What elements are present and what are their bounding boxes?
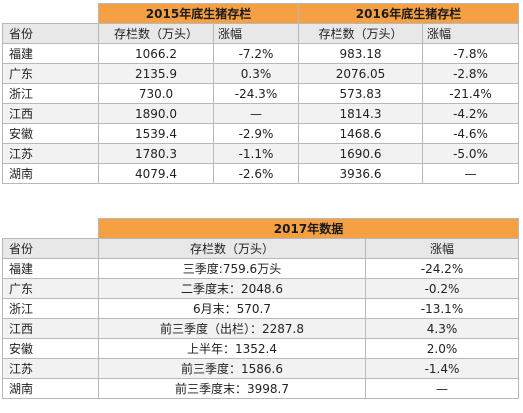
stock-2016-cell: 2076.05 bbox=[298, 63, 423, 84]
change-2015-cell: -24.3% bbox=[213, 83, 299, 104]
table-row: 福建 三季度:759.6万头 -24.2% bbox=[2, 258, 519, 279]
change-2016-cell: — bbox=[422, 163, 519, 184]
table-row: 浙江 730.0 -24.3% 573.83 -21.4% bbox=[2, 83, 519, 104]
table-row: 江苏 前三季度：1586.6 -1.4% bbox=[2, 358, 519, 379]
title-2016: 2016年底生猪存栏 bbox=[298, 3, 519, 24]
stock-2015-cell: 2135.9 bbox=[98, 63, 214, 84]
col-stock-2016: 存栏数（万头） bbox=[298, 23, 423, 44]
stock-2017-cell: 二季度末：2048.6 bbox=[98, 278, 366, 299]
table2-title-row: 2017年数据 bbox=[2, 218, 519, 239]
col-province: 省份 bbox=[2, 238, 99, 259]
table-row: 江苏 1780.3 -1.1% 1690.6 -5.0% bbox=[2, 143, 519, 164]
table1-header-row: 省份 存栏数（万头） 涨幅 存栏数（万头） 涨幅 bbox=[2, 23, 519, 44]
table-row: 安徽 1539.4 -2.9% 1468.6 -4.6% bbox=[2, 123, 519, 144]
change-2016-cell: -5.0% bbox=[422, 143, 519, 164]
change-2017-cell: -24.2% bbox=[365, 258, 519, 279]
stock-2015-cell: 1539.4 bbox=[98, 123, 214, 144]
stock-2015-cell: 1890.0 bbox=[98, 103, 214, 124]
province-cell: 浙江 bbox=[2, 83, 99, 104]
province-cell: 江苏 bbox=[2, 143, 99, 164]
change-2017-cell: -0.2% bbox=[365, 278, 519, 299]
stock-table-2015-2016: 2015年底生猪存栏 2016年底生猪存栏 省份 存栏数（万头） 涨幅 存栏数（… bbox=[2, 3, 519, 184]
col-change-2015: 涨幅 bbox=[213, 23, 299, 44]
province-cell: 福建 bbox=[2, 258, 99, 279]
stock-2015-cell: 730.0 bbox=[98, 83, 214, 104]
col-stock-2015: 存栏数（万头） bbox=[98, 23, 214, 44]
stock-2016-cell: 983.18 bbox=[298, 43, 423, 64]
change-2015-cell: — bbox=[213, 103, 299, 124]
stock-2015-cell: 1066.2 bbox=[98, 43, 214, 64]
stock-2016-cell: 573.83 bbox=[298, 83, 423, 104]
change-2017-cell: -1.4% bbox=[365, 358, 519, 379]
stock-2017-cell: 前三季度末：3998.7 bbox=[98, 378, 366, 399]
col-change-2017: 涨幅 bbox=[365, 238, 519, 259]
col-province: 省份 bbox=[2, 23, 99, 44]
change-2017-cell: — bbox=[365, 378, 519, 399]
stock-2017-cell: 前三季度：1586.6 bbox=[98, 358, 366, 379]
table-row: 安徽 上半年：1352.4 2.0% bbox=[2, 338, 519, 359]
stock-2016-cell: 1690.6 bbox=[298, 143, 423, 164]
province-cell: 浙江 bbox=[2, 298, 99, 319]
province-cell: 湖南 bbox=[2, 378, 99, 399]
table2-header-row: 省份 存栏数（万头） 涨幅 bbox=[2, 238, 519, 259]
province-cell: 福建 bbox=[2, 43, 99, 64]
change-2015-cell: -7.2% bbox=[213, 43, 299, 64]
stock-2016-cell: 1468.6 bbox=[298, 123, 423, 144]
province-cell: 广东 bbox=[2, 278, 99, 299]
stock-table-2017: 2017年数据 省份 存栏数（万头） 涨幅 福建 三季度:759.6万头 -24… bbox=[2, 218, 519, 399]
province-cell: 江西 bbox=[2, 318, 99, 339]
change-2016-cell: -21.4% bbox=[422, 83, 519, 104]
table-row: 湖南 4079.4 -2.6% 3936.6 — bbox=[2, 163, 519, 184]
province-cell: 广东 bbox=[2, 63, 99, 84]
table-row: 广东 二季度末：2048.6 -0.2% bbox=[2, 278, 519, 299]
province-cell: 安徽 bbox=[2, 338, 99, 359]
change-2017-cell: 4.3% bbox=[365, 318, 519, 339]
stock-2017-cell: 6月末：570.7 bbox=[98, 298, 366, 319]
change-2016-cell: -7.8% bbox=[422, 43, 519, 64]
change-2015-cell: -2.9% bbox=[213, 123, 299, 144]
table-row: 浙江 6月末：570.7 -13.1% bbox=[2, 298, 519, 319]
change-2017-cell: 2.0% bbox=[365, 338, 519, 359]
col-stock-2017: 存栏数（万头） bbox=[98, 238, 366, 259]
table-row: 广东 2135.9 0.3% 2076.05 -2.8% bbox=[2, 63, 519, 84]
change-2016-cell: -4.6% bbox=[422, 123, 519, 144]
change-2015-cell: 0.3% bbox=[213, 63, 299, 84]
province-cell: 江苏 bbox=[2, 358, 99, 379]
table-row: 福建 1066.2 -7.2% 983.18 -7.8% bbox=[2, 43, 519, 64]
stock-2015-cell: 1780.3 bbox=[98, 143, 214, 164]
stock-2017-cell: 上半年：1352.4 bbox=[98, 338, 366, 359]
title-2015: 2015年底生猪存栏 bbox=[98, 3, 299, 24]
stock-2017-cell: 前三季度（出栏）：2287.8 bbox=[98, 318, 366, 339]
stock-2017-cell: 三季度:759.6万头 bbox=[98, 258, 366, 279]
table-row: 湖南 前三季度末：3998.7 — bbox=[2, 378, 519, 399]
change-2016-cell: -2.8% bbox=[422, 63, 519, 84]
table-row: 江西 前三季度（出栏）：2287.8 4.3% bbox=[2, 318, 519, 339]
province-cell: 安徽 bbox=[2, 123, 99, 144]
table1-title-row: 2015年底生猪存栏 2016年底生猪存栏 bbox=[2, 3, 519, 24]
stock-2015-cell: 4079.4 bbox=[98, 163, 214, 184]
change-2016-cell: -4.2% bbox=[422, 103, 519, 124]
change-2017-cell: -13.1% bbox=[365, 298, 519, 319]
change-2015-cell: -2.6% bbox=[213, 163, 299, 184]
province-cell: 江西 bbox=[2, 103, 99, 124]
stock-2016-cell: 1814.3 bbox=[298, 103, 423, 124]
province-cell: 湖南 bbox=[2, 163, 99, 184]
table-row: 江西 1890.0 — 1814.3 -4.2% bbox=[2, 103, 519, 124]
change-2015-cell: -1.1% bbox=[213, 143, 299, 164]
stock-2016-cell: 3936.6 bbox=[298, 163, 423, 184]
title-2017: 2017年数据 bbox=[98, 218, 519, 239]
table1-corner-cell bbox=[2, 3, 99, 24]
table2-corner-cell bbox=[2, 218, 99, 239]
col-change-2016: 涨幅 bbox=[422, 23, 519, 44]
